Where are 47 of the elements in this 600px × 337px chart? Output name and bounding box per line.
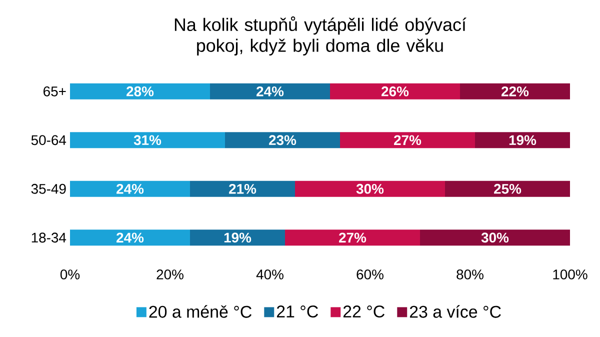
data-label: 28%	[126, 86, 154, 96]
bar	[445, 180, 570, 197]
bar	[210, 83, 330, 100]
data-label: 24%	[256, 86, 284, 96]
y-tick-label: 50-64	[31, 135, 66, 146]
data-label: 30%	[356, 184, 384, 194]
x-tick-label: 20%	[156, 270, 184, 280]
data-label: 19%	[509, 135, 536, 146]
bar	[420, 230, 570, 246]
data-label: 27%	[339, 232, 366, 243]
bar	[70, 230, 190, 246]
data-label: 19%	[224, 232, 252, 243]
y-tick-label: 35-49	[31, 184, 66, 194]
data-label: 27%	[394, 135, 422, 146]
data-label: 22%	[502, 86, 529, 96]
data-label: 30%	[481, 232, 509, 243]
x-tick-label: 0%	[60, 270, 80, 280]
data-label: 23%	[269, 135, 296, 146]
bar	[475, 132, 570, 148]
y-tick-label: 18-34	[32, 232, 66, 243]
x-tick-label: 40%	[256, 270, 284, 280]
x-tick-label: 100%	[553, 270, 588, 280]
bar	[70, 132, 225, 148]
bar	[190, 180, 296, 197]
chart-title: Na kolik stupňů vytápěli lidé obývací pokoj, když byli doma dle věku	[174, 16, 466, 56]
x-tick-label: 80%	[456, 270, 484, 280]
data-label: 31%	[134, 135, 162, 146]
data-label: 24%	[116, 232, 144, 243]
data-label: 26%	[382, 86, 409, 96]
bar	[225, 132, 340, 148]
y-tick-label: 65+	[44, 86, 66, 96]
bar	[70, 83, 210, 100]
bar	[285, 230, 420, 246]
bar	[340, 132, 476, 148]
bar	[295, 180, 446, 197]
data-label: 24%	[116, 184, 144, 194]
x-tick-label: 60%	[356, 270, 384, 280]
legend-label: 21 °C	[276, 306, 318, 318]
bar	[70, 180, 190, 197]
bar	[330, 83, 460, 100]
data-label: 25%	[494, 184, 522, 194]
bar	[460, 83, 570, 100]
bar	[190, 230, 286, 246]
legend-label: 22 °C	[343, 306, 384, 318]
legend-label: 20 a méně °C	[149, 305, 252, 318]
legend-label: 23 a více °C	[410, 305, 501, 318]
data-label: 21%	[229, 184, 256, 194]
